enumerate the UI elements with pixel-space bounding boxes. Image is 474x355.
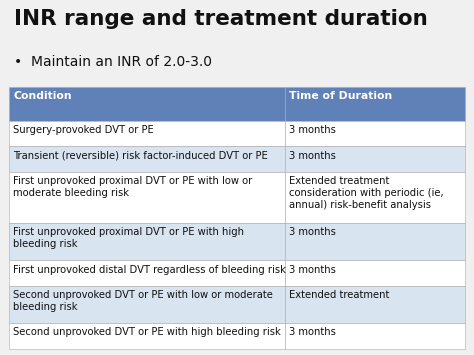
Text: Extended treatment
consideration with periodic (ie,
annual) risk-benefit analysi: Extended treatment consideration with pe… xyxy=(289,176,443,210)
Text: Condition: Condition xyxy=(13,91,72,101)
Text: 3 months: 3 months xyxy=(289,264,336,274)
Text: Second unprovoked DVT or PE with high bleeding risk: Second unprovoked DVT or PE with high bl… xyxy=(13,327,281,337)
Text: 3 months: 3 months xyxy=(289,125,336,135)
Text: INR range and treatment duration: INR range and treatment duration xyxy=(14,9,428,29)
Text: First unprovoked proximal DVT or PE with low or
moderate bleeding risk: First unprovoked proximal DVT or PE with… xyxy=(13,176,253,198)
Text: Transient (reversible) risk factor-induced DVT or PE: Transient (reversible) risk factor-induc… xyxy=(13,151,268,161)
Text: •  Maintain an INR of 2.0-3.0: • Maintain an INR of 2.0-3.0 xyxy=(14,55,212,69)
Text: First unprovoked proximal DVT or PE with high
bleeding risk: First unprovoked proximal DVT or PE with… xyxy=(13,227,244,249)
Text: 3 months: 3 months xyxy=(289,227,336,237)
Text: Extended treatment: Extended treatment xyxy=(289,290,389,300)
Text: Surgery-provoked DVT or PE: Surgery-provoked DVT or PE xyxy=(13,125,154,135)
Text: 3 months: 3 months xyxy=(289,327,336,337)
Text: Second unprovoked DVT or PE with low or moderate
bleeding risk: Second unprovoked DVT or PE with low or … xyxy=(13,290,273,312)
Text: 3 months: 3 months xyxy=(289,151,336,161)
Text: Time of Duration: Time of Duration xyxy=(289,91,392,101)
Text: First unprovoked distal DVT regardless of bleeding risk: First unprovoked distal DVT regardless o… xyxy=(13,264,286,274)
